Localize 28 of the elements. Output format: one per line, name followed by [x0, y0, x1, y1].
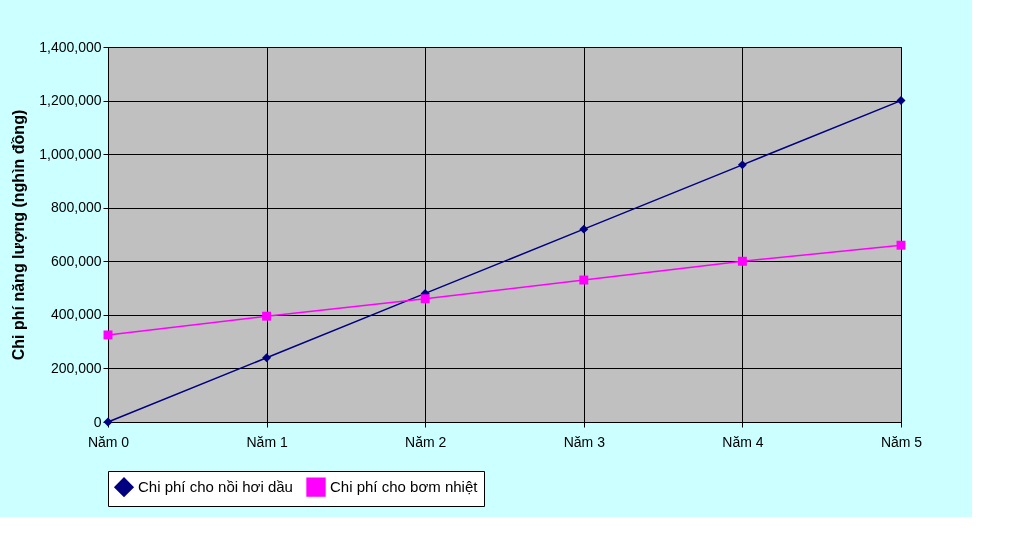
point: [896, 96, 906, 106]
x-tick-label: Năm 1: [246, 433, 288, 450]
x-tick-label: Năm 0: [87, 433, 130, 450]
y-tick-label: 600,000: [50, 252, 102, 269]
y-tick-label: 1,200,000: [39, 92, 102, 109]
point: [262, 353, 272, 363]
point: [420, 294, 430, 304]
y-tick-label: 200,000: [50, 359, 102, 376]
x-tick-label: Năm 2: [405, 433, 447, 450]
point: [579, 275, 589, 285]
point: [737, 256, 747, 266]
y-tick-label: 0: [93, 413, 102, 430]
y-tick-label: 800,000: [50, 199, 102, 216]
legend-label: Chi phí cho bơm nhiệt: [330, 478, 479, 496]
x-tick-label: Năm 5: [880, 433, 923, 450]
x-tick-label: Năm 3: [563, 433, 606, 450]
point: [896, 240, 906, 250]
point: [103, 330, 113, 340]
x-tick-label: Năm 4: [722, 433, 764, 450]
point: [737, 160, 747, 170]
point: [262, 311, 272, 321]
y-tick-label: 1,400,000: [39, 38, 102, 55]
point: [103, 417, 113, 427]
point: [579, 224, 589, 234]
y-tick-label: 1,000,000: [39, 145, 102, 162]
legend-label: Chi phí cho nồi hơi dầu: [138, 478, 293, 496]
y-axis-title: Chi phí năng lượng (nghìn đồng): [10, 109, 28, 361]
y-tick-label: 400,000: [50, 306, 102, 323]
